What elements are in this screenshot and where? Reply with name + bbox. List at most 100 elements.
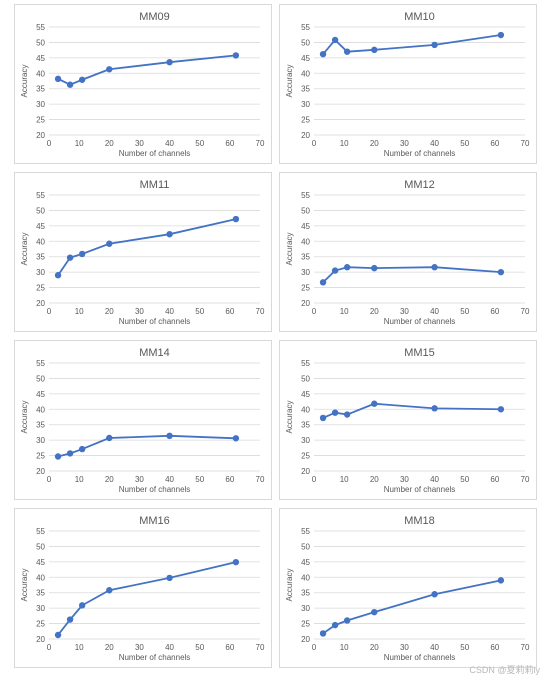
- y-tick-label: 50: [36, 206, 45, 215]
- y-tick-label: 25: [301, 116, 310, 125]
- x-tick-label: 50: [195, 643, 204, 652]
- x-tick-label: 20: [370, 643, 379, 652]
- chart-panel-mm12: MM12 20 25 30 35 40 45 50 55 0 10 20 30 40 50 60 70 Numbe…: [279, 172, 537, 332]
- x-tick-label: 30: [135, 307, 144, 316]
- x-tick-label: 70: [256, 307, 265, 316]
- y-axis-label: Accuracy: [20, 65, 29, 98]
- y-tick-label: 45: [36, 54, 45, 63]
- data-point: [319, 414, 327, 422]
- y-tick-label: 55: [301, 23, 310, 32]
- series-line: [57, 561, 237, 636]
- series-line: [57, 434, 236, 458]
- x-tick-label: 70: [256, 475, 265, 484]
- chart-title: MM12: [404, 179, 435, 191]
- x-tick-label: 50: [195, 139, 204, 148]
- y-tick-label: 35: [36, 85, 45, 94]
- x-tick-label: 0: [312, 307, 317, 316]
- x-tick-label: 40: [165, 307, 174, 316]
- x-tick-label: 40: [165, 643, 174, 652]
- y-tick-label: 20: [36, 467, 45, 476]
- data-point: [166, 230, 173, 238]
- x-tick-label: 30: [400, 643, 409, 652]
- x-tick-label: 10: [75, 475, 84, 484]
- data-point: [319, 630, 327, 637]
- chart-panel-mm15: MM15 20 25 30 35 40 45 50 55 0 10 20 30 40 50 60 70 Numbe…: [279, 340, 537, 500]
- x-tick-label: 20: [105, 307, 114, 316]
- x-tick-label: 60: [490, 475, 499, 484]
- x-tick-label: 20: [105, 139, 114, 148]
- y-tick-label: 40: [36, 573, 45, 582]
- y-tick-label: 30: [36, 268, 45, 277]
- x-tick-label: 10: [340, 307, 349, 316]
- y-tick-label: 40: [36, 405, 45, 414]
- y-axis-label: Accuracy: [285, 233, 294, 266]
- chart-svg: MM18 20 25 30 35 40 45 50 55 0 10 20 30 40 50 60 70 Numbe…: [285, 515, 530, 662]
- x-tick-label: 0: [312, 643, 317, 652]
- y-tick-label: 50: [36, 542, 45, 551]
- y-tick-label: 25: [36, 452, 45, 461]
- x-tick-label: 40: [165, 475, 174, 484]
- data-point: [331, 267, 339, 274]
- data-point: [106, 587, 113, 594]
- y-tick-label: 55: [36, 191, 45, 200]
- y-tick-label: 40: [301, 69, 310, 78]
- data-point: [319, 50, 327, 58]
- chart-svg: MM14 20 25 30 35 40 45 50 55 0 10 20 30 40 50 60 70 Numbe…: [20, 347, 265, 494]
- x-tick-label: 40: [430, 475, 439, 484]
- chart-title: MM10: [404, 11, 435, 23]
- x-axis-label: Number of channels: [119, 653, 191, 662]
- y-tick-label: 30: [36, 436, 45, 445]
- x-tick-label: 40: [165, 139, 174, 148]
- y-tick-label: 30: [36, 604, 45, 613]
- data-point: [497, 406, 505, 413]
- data-point: [343, 264, 351, 271]
- x-tick-label: 30: [135, 643, 144, 652]
- y-axis-label: Accuracy: [285, 569, 294, 602]
- data-point: [54, 453, 62, 460]
- data-point: [66, 616, 74, 623]
- x-tick-label: 0: [47, 643, 52, 652]
- data-point: [106, 240, 113, 247]
- x-axis-label: Number of channels: [384, 317, 456, 326]
- y-tick-label: 55: [301, 359, 310, 368]
- x-tick-label: 60: [225, 307, 234, 316]
- y-axis-label: Accuracy: [285, 401, 294, 434]
- chart-title: MM15: [404, 347, 435, 359]
- x-tick-label: 20: [105, 475, 114, 484]
- data-point: [78, 76, 86, 83]
- x-tick-label: 0: [312, 139, 317, 148]
- x-axis-label: Number of channels: [119, 485, 191, 494]
- y-tick-label: 40: [301, 237, 310, 246]
- x-tick-label: 60: [490, 643, 499, 652]
- x-tick-label: 10: [75, 307, 84, 316]
- data-point: [343, 411, 351, 418]
- chart-panel-mm11: MM11 20 25 30 35 40 45 50 55 0 10 20 30 40 50 60 70 Numbe…: [14, 172, 272, 332]
- y-tick-label: 25: [301, 620, 310, 629]
- data-point: [78, 445, 86, 453]
- x-tick-label: 30: [400, 139, 409, 148]
- x-tick-label: 20: [105, 643, 114, 652]
- data-point: [319, 279, 327, 286]
- data-point: [331, 621, 339, 629]
- y-tick-label: 30: [301, 436, 310, 445]
- x-tick-label: 40: [430, 307, 439, 316]
- y-tick-label: 20: [301, 299, 310, 308]
- y-axis-label: Accuracy: [20, 233, 29, 266]
- y-tick-label: 45: [36, 390, 45, 399]
- x-tick-label: 10: [75, 643, 84, 652]
- data-point: [371, 608, 378, 616]
- data-point: [371, 46, 378, 54]
- data-point: [66, 254, 74, 261]
- y-tick-label: 30: [301, 268, 310, 277]
- x-tick-label: 10: [75, 139, 84, 148]
- data-point: [331, 36, 339, 44]
- y-tick-label: 45: [36, 222, 45, 231]
- data-point: [343, 48, 351, 55]
- x-tick-label: 50: [460, 643, 469, 652]
- data-point: [106, 66, 113, 73]
- y-tick-label: 35: [36, 421, 45, 430]
- x-axis-label: Number of channels: [384, 149, 456, 158]
- x-tick-label: 10: [340, 643, 349, 652]
- data-point: [66, 81, 74, 88]
